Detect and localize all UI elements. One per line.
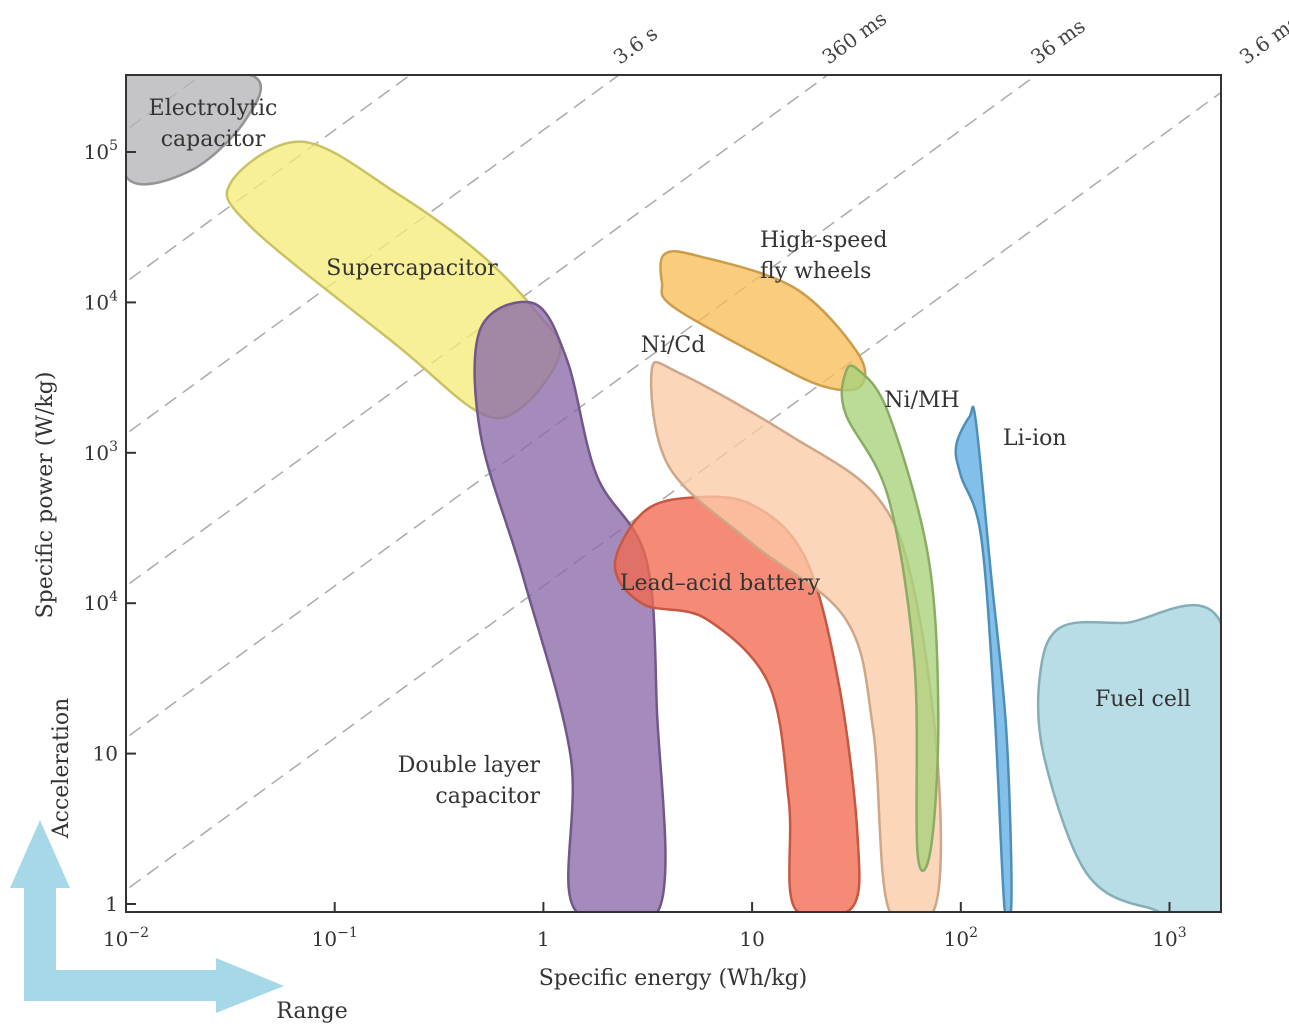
region-label: Ni/MH — [884, 388, 959, 413]
y-tick-label: 1 — [105, 892, 118, 916]
region-ni-cd — [649, 360, 943, 912]
plot-frame — [125, 74, 1222, 913]
y-tick-label: 105 — [84, 138, 118, 164]
acceleration-range-arrows — [10, 820, 284, 1013]
region-label: fly wheels — [760, 259, 871, 284]
region-electrolytic-capacitor — [126, 75, 263, 186]
technology-regions — [126, 75, 1221, 912]
region-li-ion — [954, 405, 1013, 912]
region-ni-mh — [840, 364, 940, 872]
x-axis-title: Specific energy (Wh/kg) — [539, 966, 808, 991]
time-constant-label: 360 ms — [817, 6, 891, 69]
time-constant-label: 3.6 ms — [1235, 10, 1289, 69]
x-tick-label: 1 — [537, 927, 550, 951]
x-tick-label: 102 — [944, 925, 978, 951]
region-label: Li-ion — [1003, 426, 1067, 451]
region-fuel-cell — [1036, 604, 1221, 912]
region-label: Ni/Cd — [641, 333, 706, 358]
x-tick-label: 10−2 — [103, 925, 149, 951]
time-constant-label: 3.6 s — [609, 21, 662, 69]
y-tick-label: 104 — [84, 288, 118, 314]
x-tick-label: 10−1 — [312, 925, 358, 951]
region-label: Double layer — [398, 753, 541, 778]
acceleration-label: Acceleration — [49, 698, 74, 840]
time-constant-line — [126, 75, 621, 435]
time-constant-line — [76, 0, 1271, 14]
region-label: capacitor — [161, 127, 266, 152]
region-label: Fuel cell — [1095, 687, 1191, 712]
range-label: Range — [276, 999, 347, 1024]
time-constant-line — [126, 75, 829, 587]
y-tick-label: 10 — [93, 742, 118, 766]
y-tick-label: 104 — [84, 589, 118, 615]
time-constant-label: 36 ms — [1026, 14, 1089, 69]
region-label: capacitor — [435, 784, 540, 809]
region-double-layer-capacitor — [473, 300, 667, 912]
region-labels: Electrolytic capacitor Supercapacitor Doubl… — [149, 96, 1191, 809]
x-tick-label: 10 — [739, 927, 764, 951]
time-constant-line — [126, 75, 1038, 739]
region-label: Electrolytic — [149, 96, 278, 121]
region-label: Lead–acid battery — [620, 571, 821, 596]
y-tick-label: 103 — [84, 439, 118, 465]
time-constant-line — [126, 91, 1221, 891]
arrow-up-icon — [10, 820, 70, 998]
x-tick-label: 103 — [1152, 925, 1186, 951]
arrow-right-icon — [24, 958, 284, 1013]
y-axis-title: Specific power (W/kg) — [33, 372, 58, 619]
region-label: Supercapacitor — [326, 256, 498, 281]
y-axis-ticks: 1 10 104 103 104 105 — [84, 138, 136, 916]
region-label: High-speed — [760, 228, 887, 253]
